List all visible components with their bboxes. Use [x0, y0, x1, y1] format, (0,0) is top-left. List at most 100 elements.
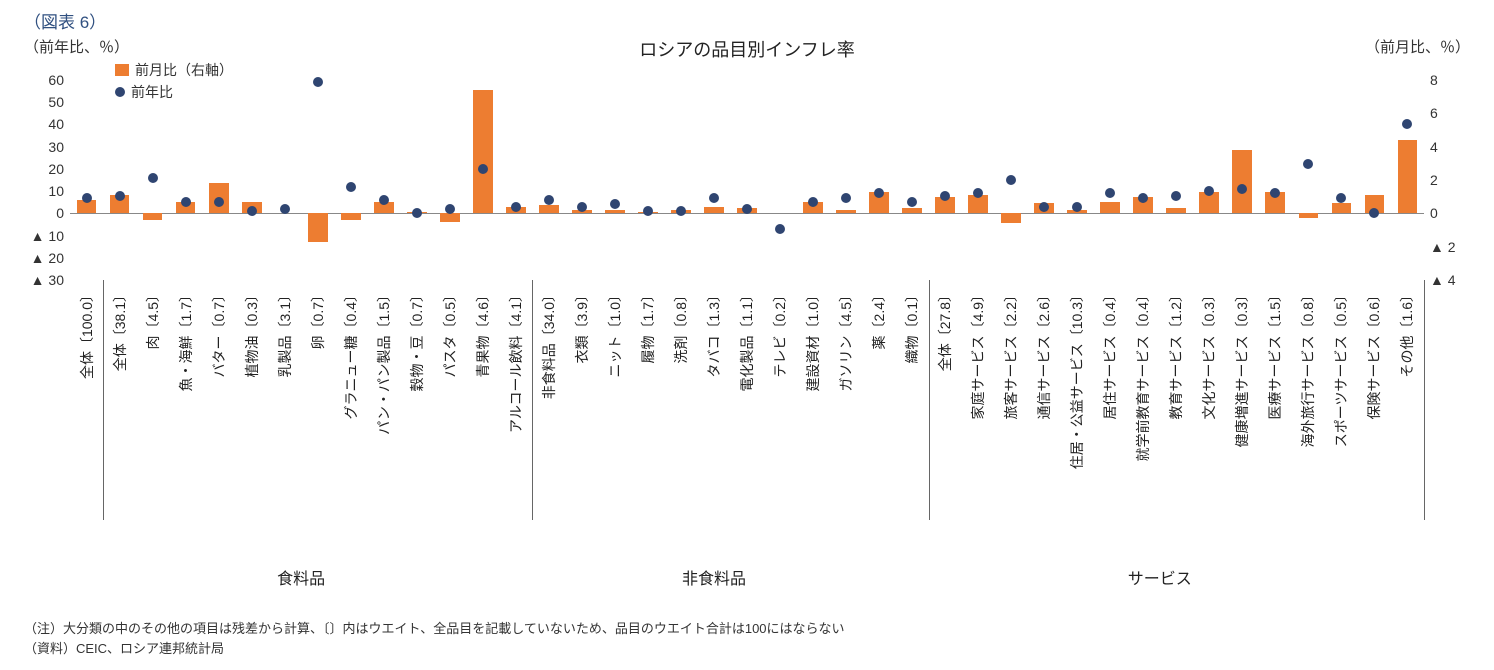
bar: [473, 90, 493, 213]
x-label: ニット〔1.0〕: [605, 288, 625, 377]
left-ytick: ▲ 30: [10, 272, 70, 288]
x-label: スポーツサービス〔0.5〕: [1331, 288, 1351, 447]
bar: [605, 210, 625, 213]
dot: [1402, 119, 1412, 129]
x-label: 衣類〔3.9〕: [572, 288, 592, 363]
dot: [1105, 188, 1115, 198]
left-ytick: 50: [10, 94, 70, 110]
dot: [544, 195, 554, 205]
dot: [874, 188, 884, 198]
x-label: 洗剤〔0.8〕: [671, 288, 691, 363]
dot: [775, 224, 785, 234]
x-label: 卵〔0.7〕: [308, 288, 328, 349]
x-label: パン・パン製品〔1.5〕: [374, 288, 394, 435]
x-label: 穀物・豆〔0.7〕: [407, 288, 427, 391]
x-label: 家庭サービス〔4.9〕: [968, 288, 988, 419]
right-ytick: 0: [1424, 205, 1438, 221]
left-ytick: 40: [10, 116, 70, 132]
x-label: 電化製品〔1.1〕: [737, 288, 757, 391]
figure-label: （図表 6）: [24, 8, 106, 33]
x-label: ガソリン〔4.5〕: [836, 288, 856, 391]
dot: [346, 182, 356, 192]
legend-mom: 前月比（右軸）: [115, 60, 233, 80]
bar: [308, 213, 328, 241]
bar: [704, 207, 724, 214]
left-ytick: ▲ 20: [10, 250, 70, 266]
right-ytick: 2: [1424, 172, 1438, 188]
right-ytick: 8: [1424, 72, 1438, 88]
x-label: 青果物〔4.6〕: [473, 288, 493, 377]
legend-mom-label: 前月比（右軸）: [135, 60, 233, 80]
dot: [577, 202, 587, 212]
dot: [676, 206, 686, 216]
x-label: 就学前教育サービス〔0.4〕: [1133, 288, 1153, 461]
x-label: 旅客サービス〔2.2〕: [1001, 288, 1021, 419]
group-separator: [929, 280, 930, 520]
x-label: タバコ〔1.3〕: [704, 288, 724, 377]
x-label: 文化サービス〔0.3〕: [1199, 288, 1219, 419]
legend-swatch-bar: [115, 64, 129, 76]
right-ytick: 6: [1424, 105, 1438, 121]
x-label: 全体〔27.8〕: [935, 288, 955, 371]
x-label: パスタ〔0.5〕: [440, 288, 460, 377]
bar: [1398, 140, 1418, 213]
bar: [539, 205, 559, 213]
x-label: 保険サービス〔0.6〕: [1364, 288, 1384, 419]
x-label: 魚・海鮮〔1.7〕: [176, 288, 196, 391]
dot: [643, 206, 653, 216]
dot: [841, 193, 851, 203]
x-label: 乳製品〔3.1〕: [275, 288, 295, 377]
group-label: 非食料品: [682, 565, 746, 589]
x-label: 織物〔0.1〕: [902, 288, 922, 363]
dot: [940, 191, 950, 201]
note-line: （注）大分類の中のその他の項目は残差から計算、〔〕内はウエイト、全品目を記載して…: [24, 619, 845, 639]
dot: [1072, 202, 1082, 212]
dot: [1138, 193, 1148, 203]
x-axis-labels: 全体〔100.0〕全体〔38.1〕肉〔4.5〕魚・海鮮〔1.7〕バター〔0.7〕…: [70, 288, 1424, 508]
dot: [313, 77, 323, 87]
dot: [1369, 208, 1379, 218]
dot: [412, 208, 422, 218]
dot: [115, 191, 125, 201]
bar: [1332, 203, 1352, 213]
x-label: 全体〔38.1〕: [110, 288, 130, 371]
dot: [1204, 186, 1214, 196]
right-ytick: 4: [1424, 139, 1438, 155]
dot: [148, 173, 158, 183]
dot: [1270, 188, 1280, 198]
x-label: 薬〔2.4〕: [869, 288, 889, 349]
bar: [902, 208, 922, 213]
chart-plot-area: 6050403020100▲ 10▲ 20▲ 3086420▲ 2▲ 4: [70, 80, 1424, 280]
dot: [808, 197, 818, 207]
x-label: 医療サービス〔1.5〕: [1265, 288, 1285, 419]
dot: [610, 199, 620, 209]
dot: [247, 206, 257, 216]
bar: [341, 213, 361, 220]
x-label: 全体〔100.0〕: [77, 288, 97, 379]
left-ytick: 20: [10, 161, 70, 177]
x-label: 非食料品〔34.0〕: [539, 288, 559, 399]
group-separator: [103, 280, 104, 520]
left-ytick: 60: [10, 72, 70, 88]
x-label: 通信サービス〔2.6〕: [1034, 288, 1054, 419]
x-label: テレビ〔0.2〕: [770, 288, 790, 377]
left-ytick: 0: [10, 205, 70, 221]
x-label: 健康増進サービス〔0.3〕: [1232, 288, 1252, 447]
dot: [1171, 191, 1181, 201]
dot: [214, 197, 224, 207]
bar: [1166, 208, 1186, 213]
x-label: 居住サービス〔0.4〕: [1100, 288, 1120, 419]
dot: [511, 202, 521, 212]
dot: [1303, 159, 1313, 169]
dot: [379, 195, 389, 205]
dot: [1039, 202, 1049, 212]
footnotes: （注）大分類の中のその他の項目は残差から計算、〔〕内はウエイト、全品目を記載して…: [24, 619, 845, 658]
x-label: 教育サービス〔1.2〕: [1166, 288, 1186, 419]
x-label: 履物〔1.7〕: [638, 288, 658, 363]
x-label: 建設資材〔1.0〕: [803, 288, 823, 391]
bar: [143, 213, 163, 220]
bar: [440, 213, 460, 221]
left-ytick: 10: [10, 183, 70, 199]
bar: [1299, 213, 1319, 218]
dot: [181, 197, 191, 207]
